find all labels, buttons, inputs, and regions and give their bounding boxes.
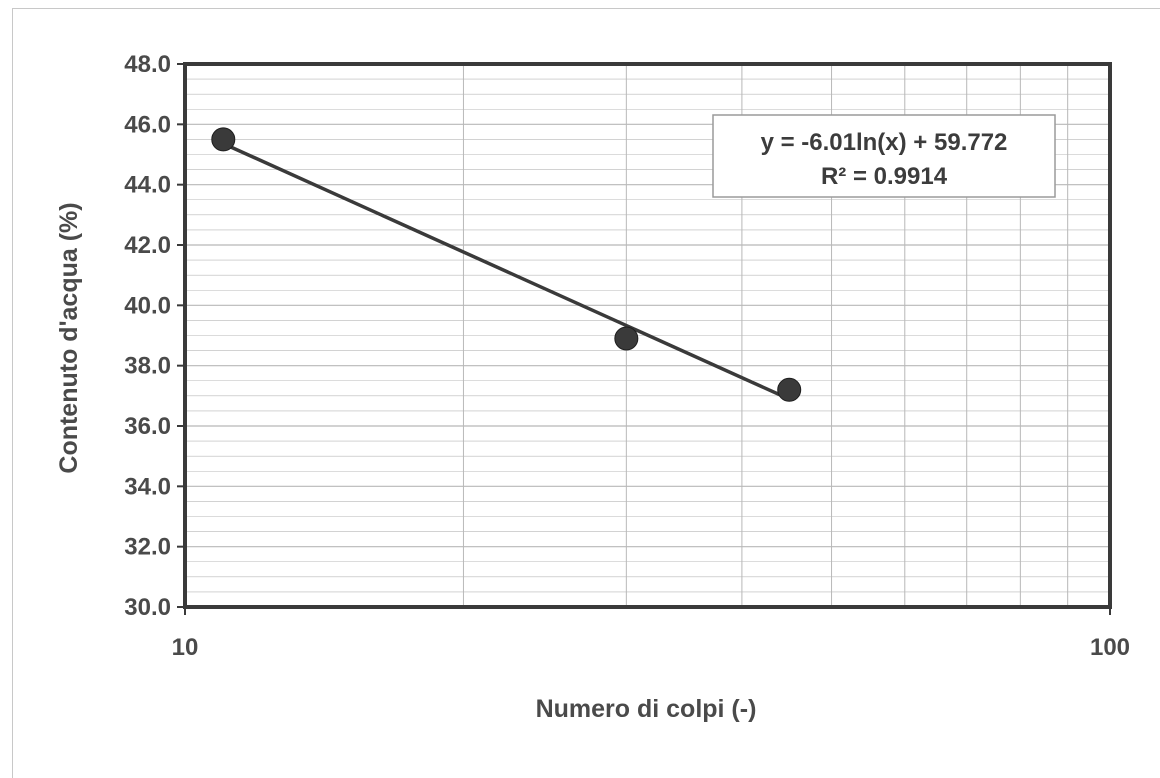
y-axis-title: Contenuto d'acqua (%) <box>55 202 83 473</box>
y-tick-label: 32.0 <box>124 534 171 561</box>
data-point <box>777 377 802 402</box>
x-tick-label: 10 <box>172 634 199 661</box>
chart-frame <box>12 8 1160 778</box>
y-tick-label: 40.0 <box>124 292 171 319</box>
y-tick-label: 46.0 <box>124 111 171 138</box>
trendline-r-squared: R² = 0.9914 <box>821 163 948 190</box>
plot-area-border <box>183 62 1112 609</box>
grid-lines <box>185 63 1110 608</box>
y-tick-labels: 30.0 32.0 34.0 36.0 38.0 40.0 42.0 44.0 46.0 48.0 <box>124 51 185 621</box>
data-point <box>614 326 639 351</box>
chart: 30.0 32.0 34.0 36.0 38.0 40.0 42.0 44.0 46.0 48.0… <box>55 51 1130 723</box>
x-tick-label: 100 <box>1090 634 1130 661</box>
data-point <box>211 127 236 152</box>
x-axis-title: Numero di colpi (-) <box>536 695 757 723</box>
equation-box: y = -6.01ln(x) + 59.772 R² = 0.9914 <box>712 114 1056 198</box>
y-tick-label: 38.0 <box>124 353 171 380</box>
y-tick-label: 42.0 <box>124 232 171 259</box>
y-tick-label: 44.0 <box>124 172 171 199</box>
x-tick-labels: 10 100 <box>172 607 1130 661</box>
y-tick-label: 48.0 <box>124 51 171 78</box>
trendline <box>222 142 790 401</box>
y-tick-label: 34.0 <box>124 473 171 500</box>
trendline-path <box>222 142 790 401</box>
data-points <box>211 127 802 402</box>
y-tick-label: 36.0 <box>124 413 171 440</box>
trendline-equation: y = -6.01ln(x) + 59.772 <box>761 129 1008 156</box>
y-tick-label: 30.0 <box>124 594 171 621</box>
